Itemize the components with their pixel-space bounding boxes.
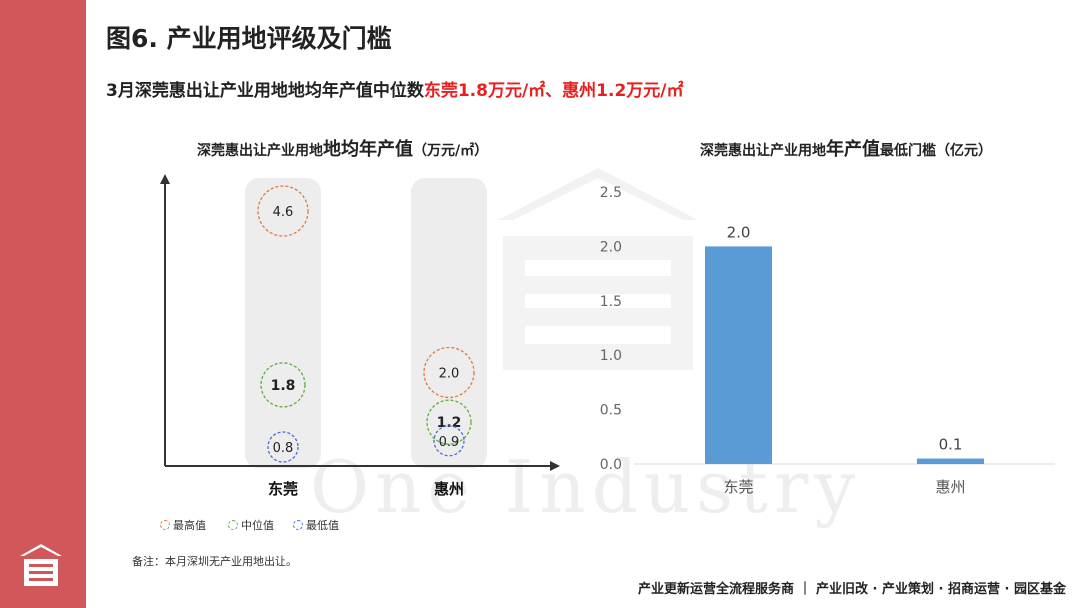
legend-median: 中位值 [228,517,274,533]
legend-min-label: 最低值 [306,519,339,532]
subtitle-highlight: 东莞1.8万元/㎡、惠州1.2万元/㎡ [423,81,684,101]
legend-max-marker [160,520,170,530]
point-min-2 [433,425,465,457]
legend-min: 最低值 [293,517,339,533]
right-chart-title-suffix: 最低门槛（亿元） [880,143,992,159]
sidebar-band [0,0,86,608]
right-chart-title: 深莞惠出让产业用地年产值最低门槛（亿元） [700,135,992,161]
y-tick-label: 2.5 [600,185,622,201]
point-label-min-2: 0.9 [439,435,460,450]
right-chart-title-prefix: 深莞惠出让产业用地 [700,143,826,159]
legend-median-marker [228,520,238,530]
left-chart-title-suffix: （万元/㎡） [413,143,489,159]
legend-max: 最高值 [160,517,206,533]
point-median-1 [260,362,306,408]
bar-data-label-2: 0.1 [939,436,963,454]
category-label-2: 惠州 [434,480,464,498]
subtitle-prefix: 3月深莞惠出让产业用地地均年产值中位数 [106,81,424,101]
watermark-logo-icon [498,168,698,370]
point-label-max-2: 2.0 [439,366,460,381]
bar-category-label-2: 惠州 [935,478,965,496]
footer-tagline: 产业更新运营全流程服务商 ｜ 产业旧改 · 产业策划 · 招商运营 · 园区基金 [637,582,1066,597]
y-tick-label: 1.0 [600,348,622,364]
point-label-max-1: 4.6 [273,205,294,220]
bar-2 [917,458,984,464]
y-tick-label: 0.5 [600,403,622,419]
footnote: 备注：本月深圳无产业用地出让。 [132,555,297,568]
bar-data-label-1: 2.0 [727,223,751,241]
point-label-min-1: 0.8 [273,441,294,456]
left-chart-title: 深莞惠出让产业用地地均年产值（万元/㎡） [197,135,488,161]
column-band-2 [411,178,487,468]
page-subtitle: 3月深莞惠出让产业用地地均年产值中位数东莞1.8万元/㎡、惠州1.2万元/㎡ [106,76,683,101]
y-tick-label: 0.0 [600,457,622,473]
point-max-2 [423,346,475,399]
legend-median-label: 中位值 [241,519,274,532]
category-label-1: 东莞 [268,480,298,498]
x-axis-arrow-icon [550,461,560,471]
y-tick-label: 2.0 [600,239,622,255]
page-title: 图6. 产业用地评级及门槛 [106,24,392,53]
y-axis-arrow-icon [160,174,170,184]
left-chart-title-prefix: 深莞惠出让产业用地 [197,143,323,159]
point-min-1 [267,431,299,463]
point-label-median-1: 1.8 [271,378,296,394]
point-median-2 [426,399,472,445]
right-chart-title-emph: 年产值 [826,139,880,160]
left-chart-title-emph: 地均年产值 [323,139,413,160]
bar-1 [705,246,772,464]
point-max-1 [257,185,309,237]
company-logo-icon [20,544,62,586]
bar-category-label-1: 东莞 [723,478,753,496]
legend-max-label: 最高值 [173,519,206,532]
y-tick-label: 1.5 [600,294,622,310]
legend-min-marker [293,520,303,530]
